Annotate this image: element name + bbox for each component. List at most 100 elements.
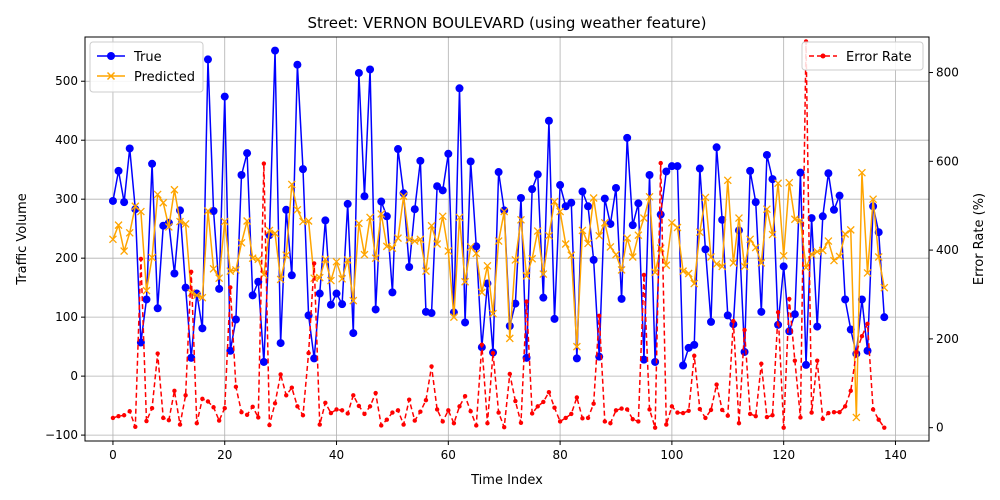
point-error-rate bbox=[529, 411, 535, 416]
point-true bbox=[120, 198, 129, 207]
point-true bbox=[673, 162, 682, 171]
point-error-rate bbox=[591, 401, 596, 406]
point-true bbox=[271, 46, 280, 55]
point-error-rate bbox=[557, 419, 563, 424]
point-error-rate bbox=[211, 405, 216, 410]
point-true bbox=[388, 288, 397, 297]
point-true bbox=[740, 347, 749, 356]
point-true bbox=[321, 216, 330, 225]
point-predicted bbox=[461, 277, 470, 286]
point-predicted bbox=[645, 192, 654, 201]
y-left-tick-label: 200 bbox=[55, 251, 78, 265]
y-right-tick-label: 600 bbox=[936, 154, 959, 168]
point-true bbox=[718, 215, 727, 224]
point-true bbox=[818, 212, 827, 221]
point-error-rate bbox=[485, 421, 490, 426]
legend-right: Error Rate bbox=[801, 41, 924, 71]
point-predicted bbox=[774, 179, 783, 188]
point-error-rate bbox=[747, 411, 753, 417]
point-error-rate bbox=[770, 413, 775, 418]
point-error-rate bbox=[574, 395, 580, 400]
point-error-rate bbox=[859, 334, 865, 339]
point-error-rate bbox=[753, 413, 758, 419]
point-true bbox=[444, 149, 453, 158]
point-predicted bbox=[494, 237, 503, 246]
y-right-tick-label: 800 bbox=[936, 66, 959, 80]
point-predicted bbox=[120, 247, 129, 256]
point-predicted bbox=[276, 275, 285, 284]
point-error-rate bbox=[798, 415, 803, 420]
point-predicted bbox=[634, 231, 643, 240]
point-true bbox=[611, 183, 620, 192]
point-predicted bbox=[511, 255, 520, 264]
point-predicted bbox=[673, 223, 682, 232]
point-error-rate bbox=[401, 422, 406, 427]
point-predicted bbox=[522, 271, 531, 280]
point-true bbox=[315, 289, 324, 298]
point-true bbox=[634, 199, 643, 208]
point-predicted bbox=[679, 267, 688, 276]
point-predicted bbox=[377, 209, 386, 218]
point-error-rate bbox=[379, 423, 384, 428]
point-true bbox=[187, 353, 196, 362]
point-predicted bbox=[539, 270, 548, 279]
point-predicted bbox=[701, 193, 710, 202]
point-true bbox=[326, 300, 335, 309]
point-true bbox=[550, 314, 559, 323]
point-error-rate bbox=[317, 422, 322, 427]
point-predicted bbox=[360, 250, 369, 259]
point-predicted bbox=[723, 176, 732, 185]
point-error-rate bbox=[356, 403, 362, 409]
point-true bbox=[556, 181, 565, 190]
point-predicted bbox=[220, 217, 229, 226]
y-left-tick-label: 300 bbox=[55, 192, 78, 206]
point-predicted bbox=[533, 227, 542, 235]
point-true bbox=[572, 354, 581, 363]
point-predicted bbox=[589, 194, 598, 202]
point-true bbox=[813, 322, 822, 331]
point-true bbox=[125, 144, 134, 153]
point-error-rate bbox=[826, 410, 831, 416]
point-predicted bbox=[192, 291, 201, 300]
point-predicted bbox=[181, 220, 190, 228]
point-predicted bbox=[489, 309, 497, 318]
point-predicted bbox=[254, 255, 263, 264]
point-predicted bbox=[433, 240, 442, 248]
point-true bbox=[790, 310, 799, 319]
point-predicted bbox=[293, 205, 302, 214]
point-error-rate bbox=[412, 418, 417, 423]
point-true bbox=[606, 219, 615, 228]
point-predicted bbox=[382, 242, 391, 251]
point-true bbox=[215, 284, 224, 293]
point-predicted bbox=[578, 226, 587, 235]
point-true bbox=[399, 189, 408, 198]
point-true bbox=[394, 145, 403, 154]
legend-left-box bbox=[89, 41, 204, 93]
point-error-rate bbox=[468, 409, 473, 414]
point-error-rate bbox=[815, 358, 820, 363]
point-predicted bbox=[483, 261, 492, 270]
point-true bbox=[282, 205, 291, 214]
point-error-rate bbox=[697, 406, 703, 412]
point-predicted bbox=[628, 253, 637, 261]
point-error-rate bbox=[837, 409, 842, 415]
point-predicted bbox=[556, 207, 565, 216]
point-true bbox=[410, 205, 419, 214]
x-tick-label: 140 bbox=[884, 448, 907, 462]
point-true bbox=[427, 309, 436, 318]
point-predicted bbox=[651, 268, 660, 277]
point-true bbox=[148, 159, 157, 168]
legend-predicted-label: Predicted bbox=[134, 70, 195, 85]
point-predicted bbox=[824, 237, 833, 246]
point-predicted bbox=[584, 239, 593, 248]
point-error-rate bbox=[569, 411, 574, 417]
point-true bbox=[259, 357, 268, 366]
point-error-rate bbox=[636, 419, 641, 424]
point-predicted bbox=[427, 221, 436, 230]
point-predicted bbox=[740, 262, 749, 271]
point-predicted bbox=[729, 258, 738, 267]
point-error-rate bbox=[675, 410, 680, 415]
point-predicted bbox=[684, 269, 693, 278]
point-error-rate bbox=[239, 409, 244, 415]
point-predicted bbox=[600, 218, 609, 227]
